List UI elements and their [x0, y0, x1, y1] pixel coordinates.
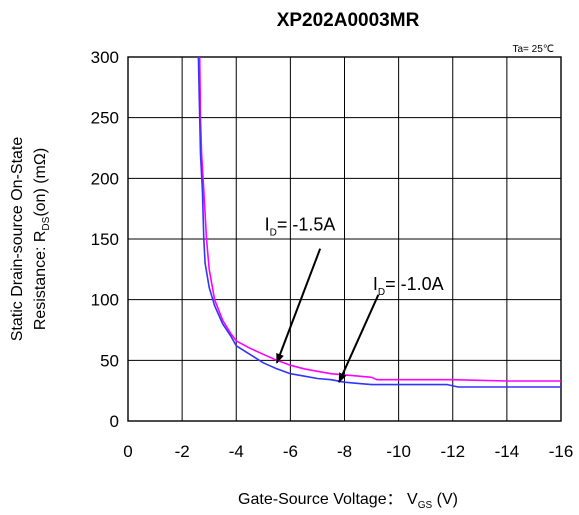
series-line-1 — [197, 56, 561, 388]
y-tick-label: 250 — [91, 109, 119, 128]
x-axis-label: Gate-Source Voltage： VGS (V) — [238, 491, 458, 511]
x-axis-label-sub: GS — [418, 500, 433, 511]
annotation-arrow-0 — [275, 248, 322, 364]
y-axis-label-sub: DS — [41, 216, 52, 230]
y-axis-label-line2: Resistance: RDS(on) (mΩ) — [32, 148, 52, 330]
x-tick-label: -14 — [495, 442, 520, 461]
y-axis-label-line1: Static Drain-source On-State — [9, 137, 26, 342]
y-tick-label: 150 — [91, 230, 119, 249]
y-axis-label-prefix: Resistance: R — [32, 231, 49, 331]
plot-area-frame — [127, 56, 562, 422]
x-axis-label-main: Gate-Source Voltage： V — [238, 491, 418, 508]
annotation-label-1: ID= -1.0A — [373, 274, 444, 298]
x-tick-label: -16 — [549, 442, 574, 461]
annotations: ID= -1.5A ID= -1.0A — [265, 215, 444, 384]
x-tick-label: -2 — [175, 442, 190, 461]
y-axis-label: Static Drain-source On-State Resistance:… — [9, 137, 52, 342]
y-tick-label: 0 — [110, 412, 119, 431]
temperature-condition: Ta= 25℃ — [512, 44, 554, 55]
x-tick-label: -12 — [440, 442, 465, 461]
annotation-arrow-1 — [338, 294, 380, 384]
x-tick-label: 0 — [123, 442, 132, 461]
y-tick-labels: 0 50 100 150 200 250 300 — [91, 48, 119, 431]
x-tick-label: -8 — [337, 442, 352, 461]
grid — [128, 57, 561, 421]
x-tick-labels: 0 -2 -4 -6 -8 -10 -12 -14 -16 — [123, 442, 573, 461]
y-tick-label: 300 — [91, 48, 119, 67]
y-tick-label: 50 — [100, 351, 119, 370]
x-tick-label: -6 — [283, 442, 298, 461]
x-tick-label: -10 — [386, 442, 411, 461]
chart-title: XP202A0003MR — [277, 10, 420, 31]
y-tick-label: 200 — [91, 169, 119, 188]
x-axis-label-unit: (V) — [432, 491, 458, 508]
y-axis-label-suffix: (on) (mΩ) — [32, 148, 49, 217]
x-tick-label: -4 — [229, 442, 244, 461]
y-tick-label: 100 — [91, 291, 119, 310]
annotation-label-0: ID= -1.5A — [265, 215, 336, 239]
